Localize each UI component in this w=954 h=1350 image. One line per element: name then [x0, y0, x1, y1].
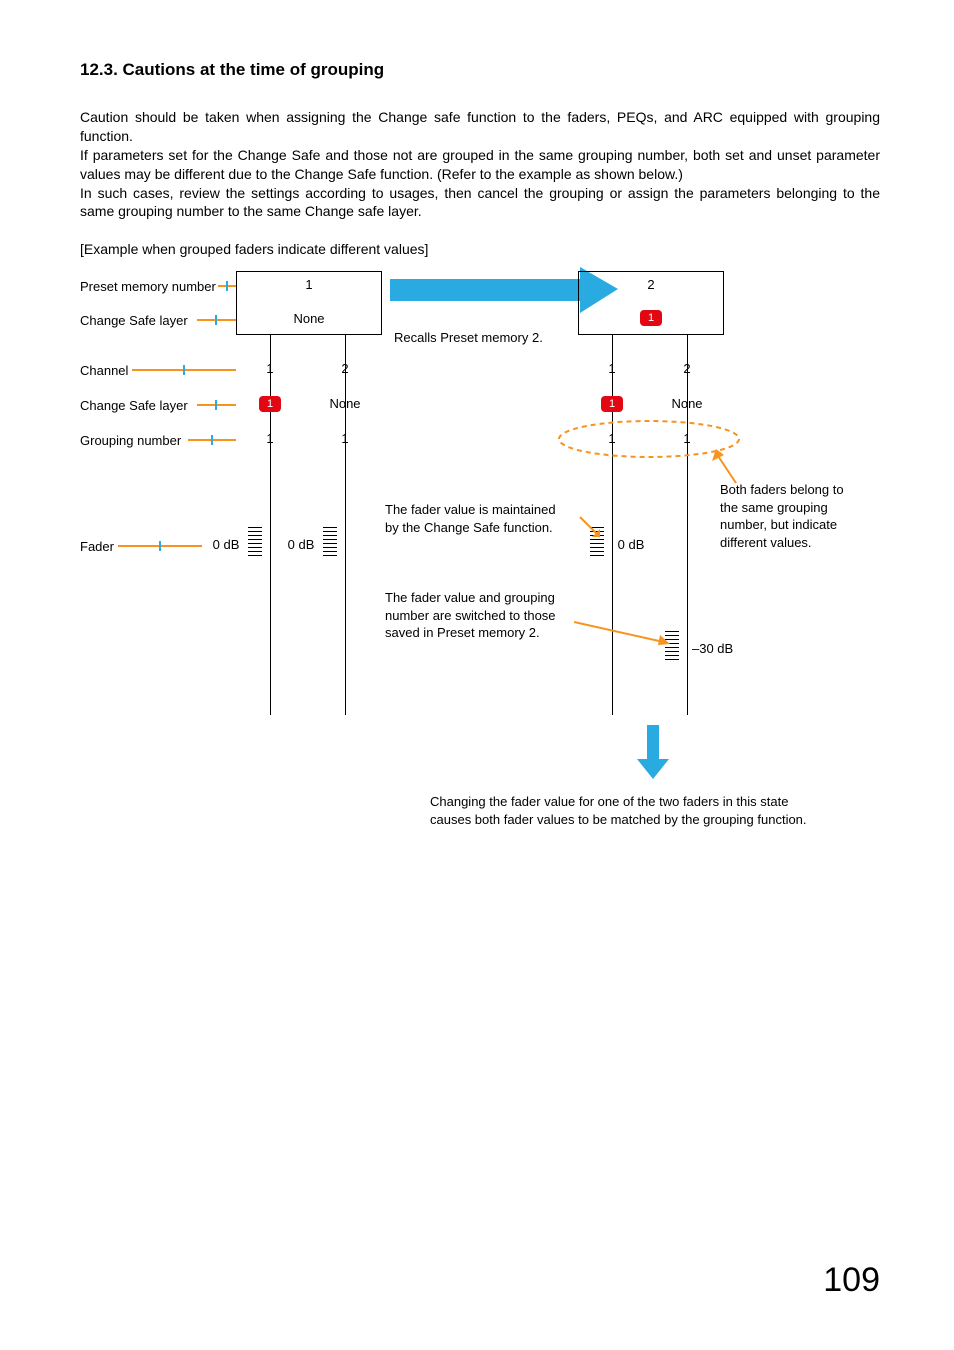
- caption-line: saved in Preset memory 2.: [385, 625, 540, 640]
- arrow-icon: [712, 449, 742, 489]
- caption-line: the same grouping: [720, 500, 828, 515]
- caption-line: number are switched to those: [385, 608, 556, 623]
- section-heading: 12.3. Cautions at the time of grouping: [80, 60, 880, 80]
- caption-line: The fader value and grouping: [385, 590, 555, 605]
- value-csl: 1: [594, 395, 630, 412]
- para-text: If parameters set for the Change Safe an…: [80, 147, 880, 182]
- value-preset: 1: [236, 277, 382, 292]
- caption-line: The fader value is maintained: [385, 502, 556, 517]
- diagram: Preset memory number Change Safe layer C…: [80, 271, 880, 891]
- caption-line: causes both fader values to be matched b…: [430, 812, 807, 827]
- value-ch: 2: [669, 361, 705, 376]
- value-grp: 1: [327, 431, 363, 446]
- arrow-icon: [574, 619, 674, 649]
- page: 12.3. Cautions at the time of grouping C…: [0, 0, 954, 1350]
- channel-line: [612, 335, 613, 715]
- para-text: In such cases, review the settings accor…: [80, 185, 880, 220]
- caption-line: number, but indicate: [720, 517, 837, 532]
- tick-icon: [226, 281, 228, 291]
- label-csl-row: Change Safe layer: [80, 398, 188, 413]
- fader-value: 0 dB: [281, 537, 321, 552]
- caption-maintained: The fader value is maintained by the Cha…: [385, 501, 556, 536]
- caption-line: by the Change Safe function.: [385, 520, 553, 535]
- para-text: Caution should be taken when assigning t…: [80, 109, 880, 144]
- caption-switched: The fader value and grouping number are …: [385, 589, 556, 642]
- red-badge-icon: 1: [640, 310, 662, 326]
- red-badge-icon: 1: [259, 396, 281, 412]
- value-ch: 1: [594, 361, 630, 376]
- label-fader: Fader: [80, 539, 114, 554]
- channel-line: [687, 335, 688, 715]
- page-number: 109: [823, 1261, 880, 1300]
- caption-line: Changing the fader value for one of the …: [430, 794, 788, 809]
- arrow-icon: [574, 511, 600, 541]
- tick-icon: [215, 400, 217, 410]
- value-csl-top: None: [236, 311, 382, 326]
- tick-icon: [159, 541, 161, 551]
- body-paragraph: Caution should be taken when assigning t…: [80, 108, 880, 221]
- value-csl: None: [324, 396, 366, 411]
- fader-value: 0 dB: [610, 537, 652, 552]
- value-csl-top: 1: [578, 309, 724, 326]
- value-preset: 2: [578, 277, 724, 292]
- channel-line: [270, 335, 271, 715]
- tick-icon: [211, 435, 213, 445]
- label-csl-top: Change Safe layer: [80, 313, 188, 328]
- tick-icon: [183, 365, 185, 375]
- value-grp: 1: [252, 431, 288, 446]
- fader-value: 0 dB: [206, 537, 246, 552]
- tick-icon: [215, 315, 217, 325]
- label-grouping: Grouping number: [80, 433, 181, 448]
- label-channel: Channel: [80, 363, 128, 378]
- fader-icon: [323, 527, 337, 559]
- channel-line: [345, 335, 346, 715]
- fader-icon: [248, 527, 262, 559]
- value-csl: 1: [252, 395, 288, 412]
- fader-value: –30 dB: [692, 641, 742, 656]
- example-label: [Example when grouped faders indicate di…: [80, 241, 880, 257]
- caption-both: Both faders belong to the same grouping …: [720, 481, 860, 551]
- value-csl: None: [666, 396, 708, 411]
- caption-line: different values.: [720, 535, 812, 550]
- value-ch: 1: [252, 361, 288, 376]
- arrow-down-icon: [635, 725, 671, 781]
- recall-caption: Recalls Preset memory 2.: [394, 329, 543, 347]
- bottom-caption: Changing the fader value for one of the …: [430, 793, 807, 828]
- value-ch: 2: [327, 361, 363, 376]
- red-badge-icon: 1: [601, 396, 623, 412]
- label-preset-memory: Preset memory number: [80, 279, 216, 294]
